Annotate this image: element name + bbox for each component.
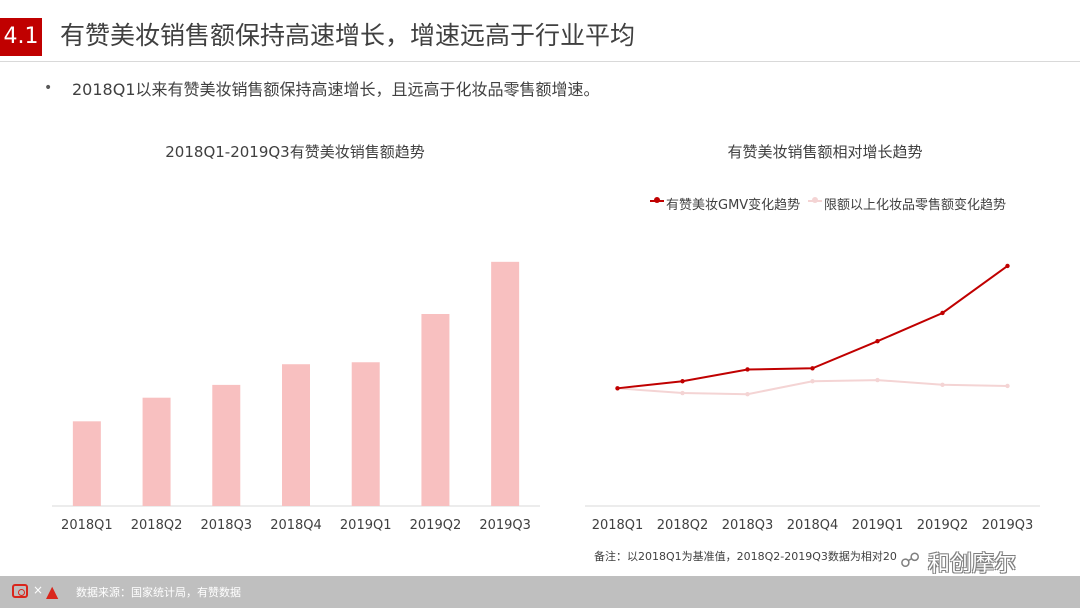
bullet-dot: •	[44, 80, 53, 96]
bar-2018Q3	[212, 384, 241, 506]
series-0-point	[615, 386, 620, 391]
bar-2018Q1	[72, 421, 101, 506]
watermark-text: 和创摩尔	[928, 552, 1017, 577]
series-0-point	[875, 339, 880, 344]
series-1-point	[940, 382, 945, 387]
series-1-point	[1005, 383, 1010, 389]
bar-x-tick-label: 2019Q3	[479, 518, 531, 533]
chart-note: 备注：以2018Q1为基准值，2018Q2-2019Q3数据为相对20	[594, 550, 897, 563]
line-x-tick-label: 2018Q3	[722, 518, 774, 533]
line-x-tick-label: 2018Q4	[787, 518, 839, 533]
data-source: 数据来源：国家统计局，有赞数据	[76, 586, 241, 599]
line-x-tick-label: 2018Q2	[657, 518, 709, 533]
series-0-point	[745, 367, 750, 372]
series-1-point	[745, 391, 750, 397]
title-divider	[0, 61, 1080, 62]
bar-2018Q4	[282, 364, 310, 506]
line-x-tick-label: 2019Q3	[982, 518, 1034, 533]
bar-x-tick-label: 2018Q1	[61, 518, 113, 533]
wechat-icon: ☍	[900, 548, 921, 572]
page-title: 有赞美妆销售额保持高速增长，增速远高于行业平均	[60, 21, 636, 50]
bar-x-tick-label: 2018Q3	[200, 518, 252, 533]
bullet-text: 2018Q1以来有赞美妆销售额保持高速增长，且远高于化妆品零售额增速。	[72, 80, 600, 99]
camera-logo-icon	[12, 584, 28, 598]
series-1-point	[680, 390, 685, 396]
thumbs-up-logo-icon: ▲	[46, 582, 59, 601]
series-0-point	[1005, 263, 1010, 269]
bar-x-tick-label: 2019Q1	[340, 518, 392, 533]
series-0-point	[810, 366, 815, 371]
section-number: 4.1	[0, 18, 42, 56]
legend-retail-marker	[812, 197, 818, 203]
bar-x-tick-label: 2019Q2	[410, 518, 462, 533]
series-0-point	[680, 379, 685, 384]
bar-2018Q2	[142, 397, 171, 506]
line-x-tick-label: 2019Q1	[852, 518, 904, 533]
legend-gmv-marker	[654, 197, 660, 203]
series-0-point	[940, 310, 945, 316]
line-x-tick-label: 2019Q2	[917, 518, 969, 533]
legend-retail-label: 限额以上化妆品零售额变化趋势	[824, 198, 1007, 213]
bar-2019Q2	[421, 314, 450, 506]
series-1-point	[810, 379, 815, 384]
line-chart-title: 有赞美妆销售额相对增长趋势	[727, 143, 923, 161]
footer-bar: × ▲ 数据来源：国家统计局，有赞数据	[0, 576, 1080, 608]
bar-chart-title: 2018Q1-2019Q3有赞美妆销售额趋势	[165, 143, 425, 161]
bar-x-tick-label: 2018Q4	[270, 518, 322, 533]
bar-x-tick-label: 2018Q2	[131, 518, 183, 533]
bar-2019Q1	[351, 362, 380, 506]
legend-gmv-label: 有赞美妆GMV变化趋势	[666, 198, 801, 213]
line-x-tick-label: 2018Q1	[592, 518, 644, 533]
bar-2019Q3	[491, 261, 520, 506]
series-1-point	[875, 377, 880, 383]
logo-separator: ×	[33, 583, 44, 597]
